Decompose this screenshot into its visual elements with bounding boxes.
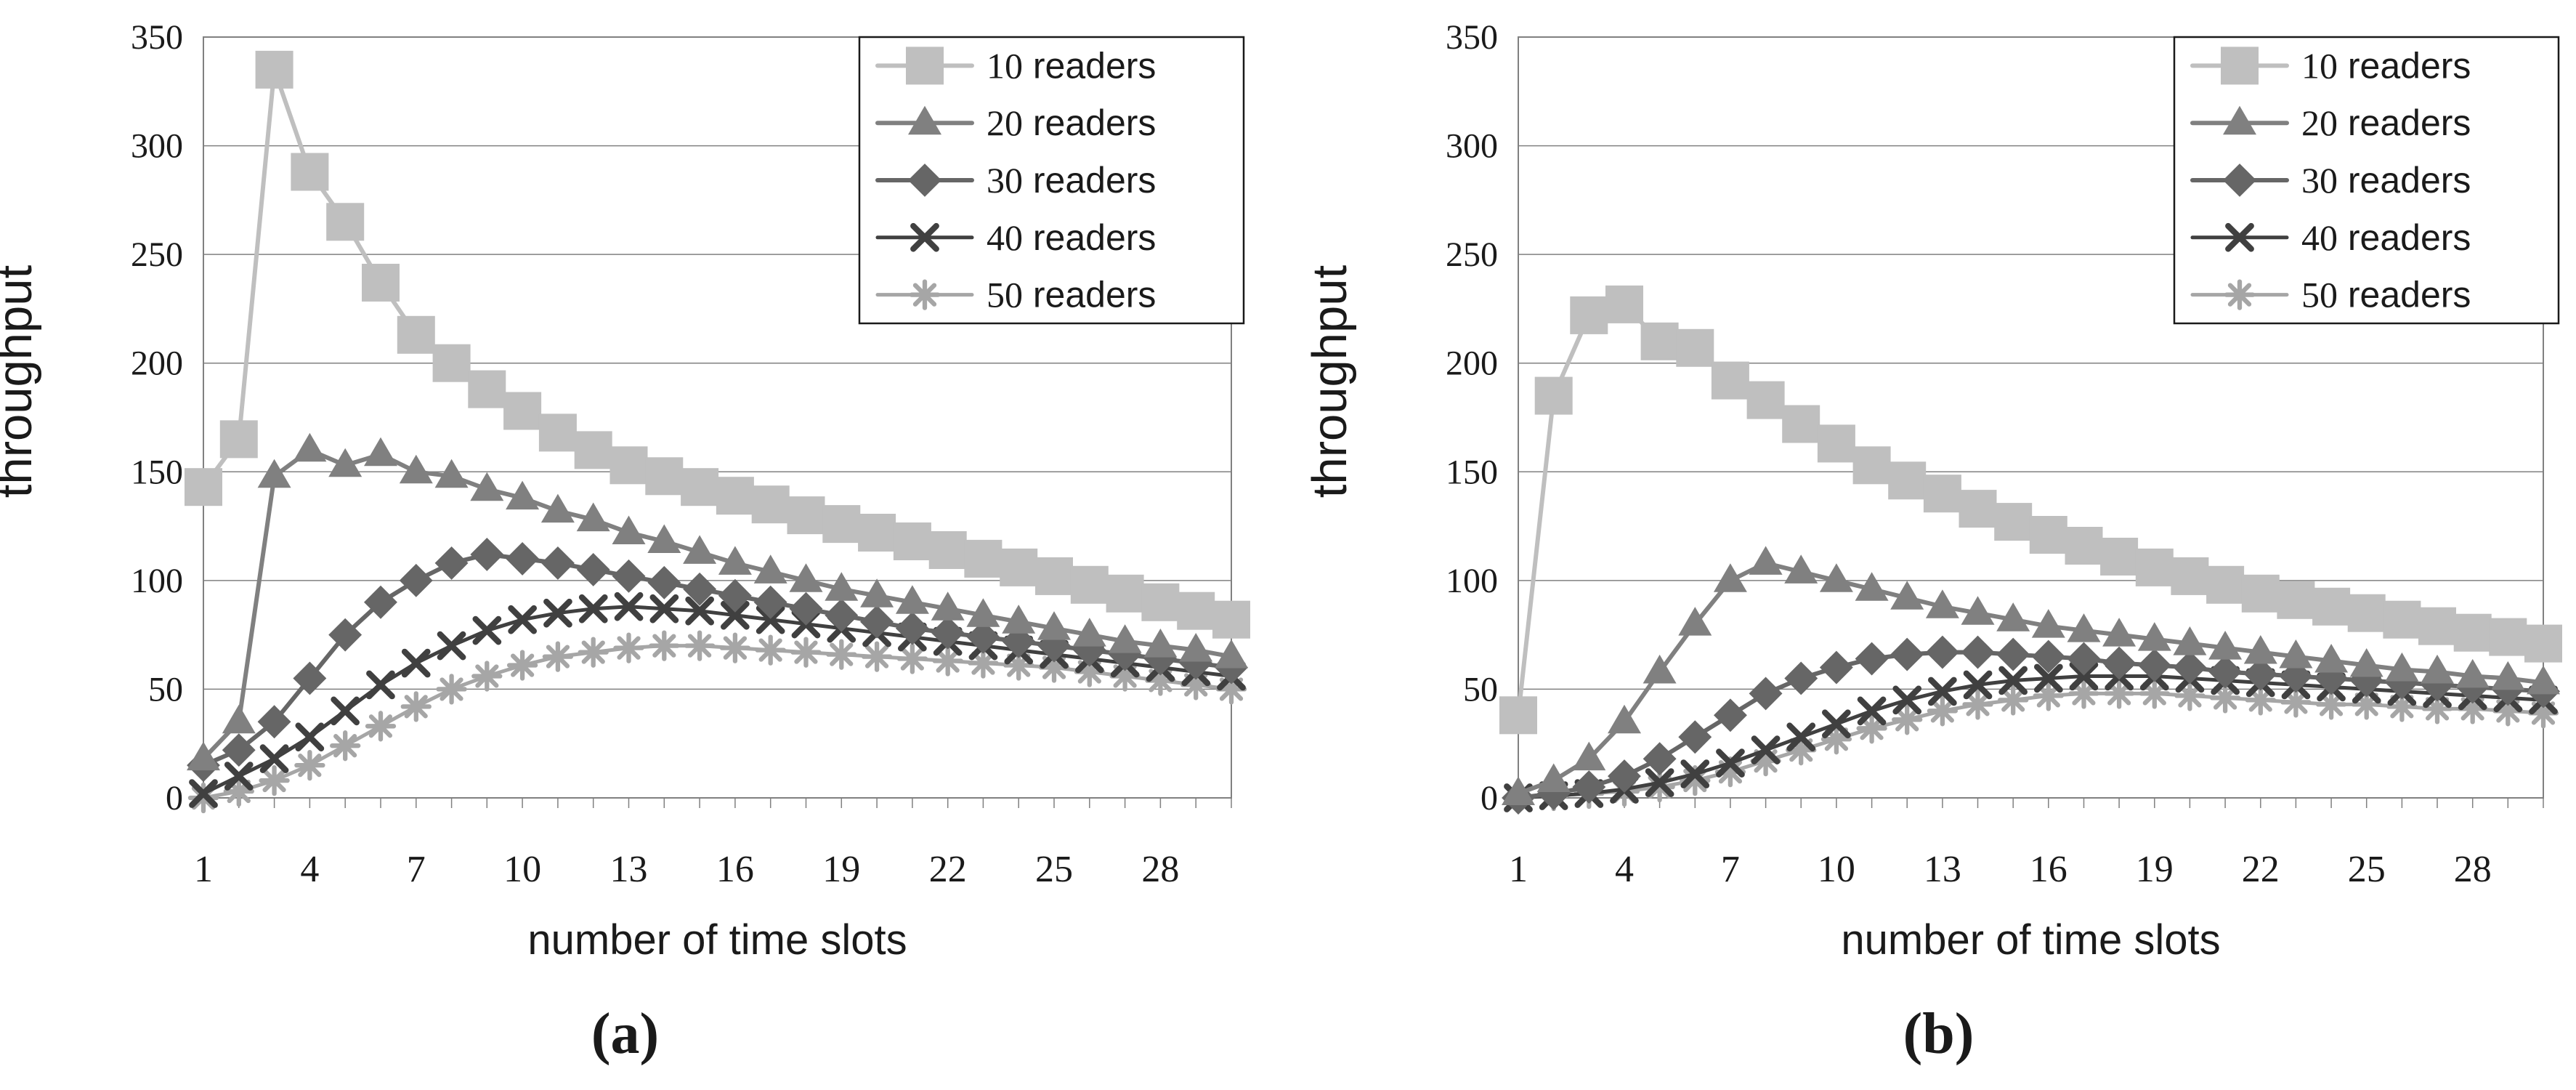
svg-text:4: 4 — [300, 849, 319, 890]
svg-text:10: 10 — [1818, 849, 1855, 890]
svg-text:number of time slots: number of time slots — [527, 916, 907, 964]
svg-text:25: 25 — [1035, 849, 1073, 890]
svg-text:300: 300 — [1446, 127, 1498, 166]
svg-text:13: 13 — [1924, 849, 1961, 890]
svg-text:28: 28 — [2454, 849, 2492, 890]
svg-text:28: 28 — [1141, 849, 1179, 890]
svg-text:20 readers: 20 readers — [987, 102, 1156, 143]
svg-text:(b): (b) — [1903, 1002, 1974, 1066]
svg-text:350: 350 — [131, 18, 183, 57]
svg-text:number of time slots: number of time slots — [1841, 916, 2220, 964]
svg-text:22: 22 — [2242, 849, 2280, 890]
svg-text:300: 300 — [131, 127, 183, 166]
svg-text:200: 200 — [1446, 344, 1498, 383]
svg-text:throughput: throughput — [0, 265, 42, 498]
svg-text:30 readers: 30 readers — [987, 160, 1156, 201]
svg-text:50 readers: 50 readers — [2301, 275, 2471, 315]
svg-text:50: 50 — [148, 670, 183, 708]
svg-text:0: 0 — [1481, 779, 1498, 818]
svg-text:1: 1 — [1509, 849, 1528, 890]
svg-text:10 readers: 10 readers — [2301, 45, 2471, 86]
svg-text:250: 250 — [131, 235, 183, 274]
svg-text:50 readers: 50 readers — [987, 275, 1156, 315]
svg-text:150: 150 — [131, 453, 183, 491]
svg-text:22: 22 — [929, 849, 967, 890]
svg-text:100: 100 — [1446, 562, 1498, 600]
svg-text:7: 7 — [407, 849, 426, 890]
svg-text:13: 13 — [610, 849, 648, 890]
svg-text:150: 150 — [1446, 453, 1498, 491]
svg-text:25: 25 — [2348, 849, 2386, 890]
svg-text:10: 10 — [503, 849, 541, 890]
svg-text:250: 250 — [1446, 235, 1498, 274]
svg-text:16: 16 — [2030, 849, 2067, 890]
svg-text:350: 350 — [1446, 18, 1498, 57]
svg-text:16: 16 — [716, 849, 754, 890]
svg-text:(a): (a) — [591, 1002, 659, 1066]
svg-text:0: 0 — [166, 779, 183, 818]
svg-text:100: 100 — [131, 562, 183, 600]
svg-text:40 readers: 40 readers — [987, 217, 1156, 258]
svg-text:19: 19 — [822, 849, 860, 890]
svg-text:4: 4 — [1615, 849, 1634, 890]
svg-text:50: 50 — [1463, 670, 1498, 708]
svg-text:19: 19 — [2136, 849, 2174, 890]
svg-text:20 readers: 20 readers — [2301, 102, 2471, 143]
svg-text:40 readers: 40 readers — [2301, 217, 2471, 258]
svg-text:1: 1 — [194, 849, 213, 890]
svg-text:10 readers: 10 readers — [987, 45, 1156, 86]
svg-text:30 readers: 30 readers — [2301, 160, 2471, 201]
svg-text:throughput: throughput — [1303, 265, 1357, 498]
svg-text:200: 200 — [131, 344, 183, 383]
svg-text:7: 7 — [1721, 849, 1740, 890]
